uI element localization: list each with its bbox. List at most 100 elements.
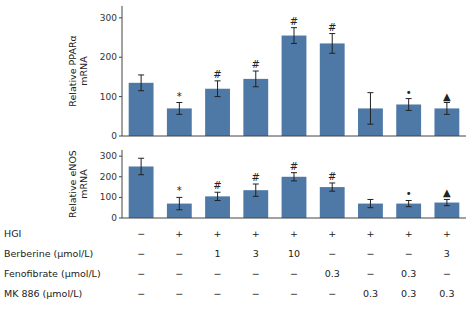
error-line — [332, 34, 333, 54]
error-line — [332, 183, 333, 191]
error-cap — [406, 98, 412, 99]
error-bar — [176, 197, 182, 209]
annotation: * — [177, 185, 182, 196]
error-cap — [138, 90, 144, 91]
annotation: • — [406, 188, 412, 199]
table-cell: − — [175, 288, 183, 299]
table-row-label: Fenofibrate (μmol/L) — [4, 268, 101, 279]
table-cell: + — [443, 228, 451, 239]
table-cell: − — [252, 288, 260, 299]
y-tick — [119, 136, 122, 137]
error-cap — [444, 205, 450, 206]
error-cap — [367, 92, 373, 93]
y-axis-label: Relative eNOSmRNA — [67, 150, 89, 218]
annotation: # — [213, 180, 221, 191]
error-cap — [444, 114, 450, 115]
error-cap — [291, 43, 297, 44]
y-tick-label: 300 — [100, 151, 117, 161]
error-cap — [176, 209, 182, 210]
table-cell: + — [290, 228, 298, 239]
error-line — [217, 81, 218, 97]
table-cell: − — [137, 248, 145, 259]
table-cell: − — [137, 228, 145, 239]
bar — [320, 187, 345, 218]
y-tick — [119, 17, 122, 18]
annotation: # — [213, 69, 221, 80]
error-bar — [215, 81, 221, 97]
y-tick-label: 100 — [100, 192, 117, 202]
table-cell: 0.3 — [401, 268, 416, 279]
error-bar — [253, 184, 259, 196]
error-line — [446, 103, 447, 115]
error-cap — [176, 114, 182, 115]
error-bar — [406, 200, 412, 206]
annotation: # — [328, 22, 336, 33]
table-cell: 0.3 — [325, 268, 340, 279]
table-cell: + — [366, 228, 374, 239]
error-cap — [253, 196, 259, 197]
error-cap — [367, 207, 373, 208]
error-cap — [329, 53, 335, 54]
panel: *####•▲0100200300Relative eNOSmRNA — [67, 150, 466, 223]
page: {"chart_data": [ {"type": "bar", "ylabel… — [0, 0, 474, 314]
table-cell: − — [175, 268, 183, 279]
x-axis-line — [122, 136, 466, 137]
table-cell: 0.3 — [401, 288, 416, 299]
table-cell: + — [328, 228, 336, 239]
error-bar — [367, 93, 373, 125]
table-row-label: HGI — [4, 228, 21, 239]
error-line — [370, 93, 371, 125]
bar — [282, 177, 307, 218]
annotation: # — [328, 171, 336, 182]
table-cell: − — [328, 248, 336, 259]
table-cell: − — [443, 268, 451, 279]
x-axis-line — [122, 218, 466, 219]
error-cap — [444, 199, 450, 200]
error-line — [446, 199, 447, 205]
table-cell: 1 — [215, 248, 221, 259]
error-cap — [329, 33, 335, 34]
y-tick-label: 0 — [111, 213, 117, 223]
error-cap — [176, 102, 182, 103]
table-cell: − — [214, 268, 222, 279]
annotation: ▲ — [443, 91, 451, 102]
error-line — [141, 75, 142, 91]
error-cap — [215, 200, 221, 201]
table-cell: + — [214, 228, 222, 239]
error-bar — [215, 192, 221, 200]
table-cell: 3 — [444, 248, 450, 259]
error-line — [255, 71, 256, 87]
y-axis-label-line: Relative PPARα — [67, 35, 78, 107]
y-tick — [119, 176, 122, 177]
error-bar — [138, 158, 144, 174]
error-cap — [444, 102, 450, 103]
error-line — [408, 200, 409, 206]
error-cap — [253, 86, 259, 87]
error-bar — [444, 199, 450, 205]
error-line — [255, 184, 256, 196]
error-bar — [367, 199, 373, 207]
error-cap — [406, 206, 412, 207]
y-tick — [119, 96, 122, 97]
error-cap — [367, 124, 373, 125]
error-bar — [138, 75, 144, 91]
error-bar — [176, 103, 182, 115]
error-cap — [291, 27, 297, 28]
y-axis-line — [122, 6, 123, 136]
bar — [320, 43, 345, 136]
table-cell: − — [366, 268, 374, 279]
table-cell: 0.3 — [439, 288, 454, 299]
bars — [129, 158, 460, 218]
table-cell: − — [290, 288, 298, 299]
y-tick-label: 300 — [100, 13, 117, 23]
table-cell: − — [405, 248, 413, 259]
y-axis-label-line: Relative eNOS — [67, 150, 78, 218]
error-line — [294, 173, 295, 181]
error-bar — [291, 28, 297, 44]
error-line — [179, 197, 180, 209]
error-cap — [138, 74, 144, 75]
error-cap — [329, 182, 335, 183]
table-cell: − — [175, 248, 183, 259]
panel: *####•▲0100200300Relative PPARαmRNA — [67, 6, 466, 141]
y-axis-label-line: mRNA — [78, 56, 89, 86]
